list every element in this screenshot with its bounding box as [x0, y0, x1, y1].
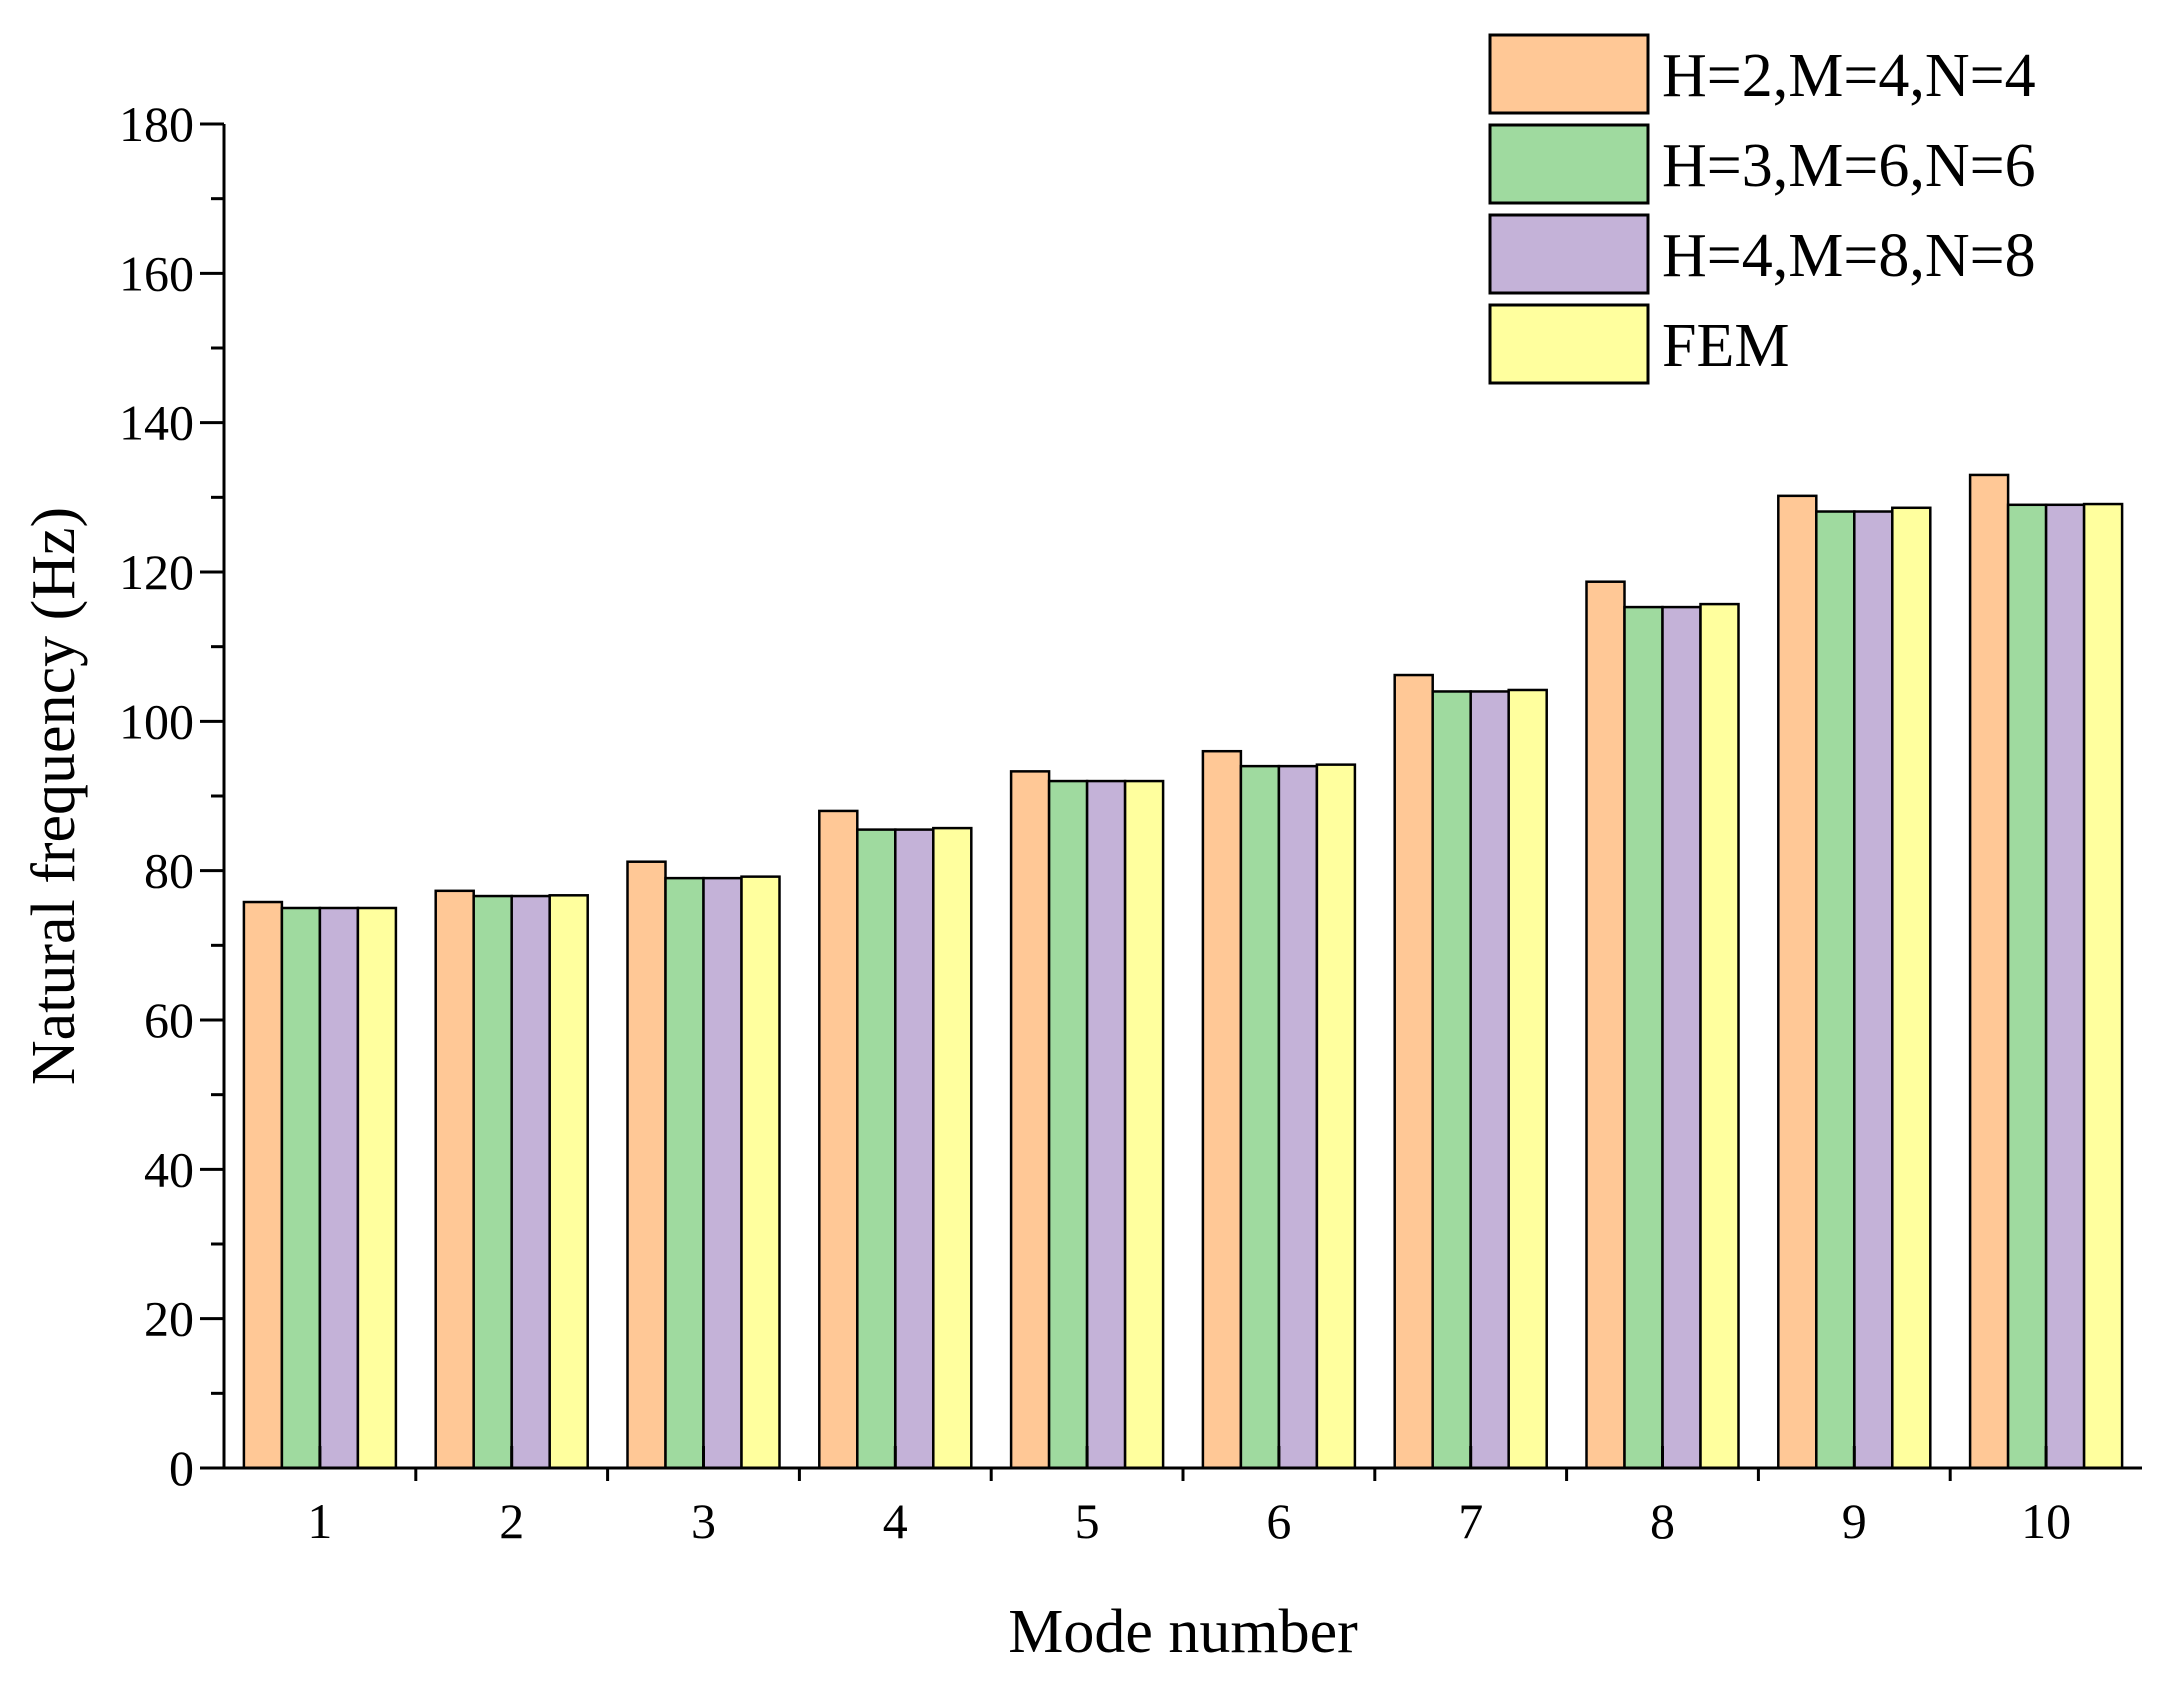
- bar-h-2-m-4-n-4-mode-5: [1009, 770, 1051, 1470]
- y-tick-label: 180: [119, 96, 194, 152]
- x-tick-label: 8: [1650, 1493, 1675, 1549]
- labels-layer: 0 20 40 60 80 100 120 140 160 180 1 2 3 4 5 6 7 8 9 10 Mode …: [20, 96, 2071, 1666]
- bar-h-4-m-8-n-8-mode-10: [2044, 503, 2086, 1470]
- bar-fem-mode-2: [548, 894, 589, 1470]
- bar-h-2-m-4-n-4-mode-8: [1585, 580, 1626, 1470]
- bar-h-3-m-6-n-6-mode-3: [664, 876, 705, 1470]
- legend-label-fem: FEM: [1662, 312, 1789, 380]
- bar-fem-mode-9: [1891, 506, 1932, 1470]
- x-axis-title: Mode number: [1008, 1598, 1358, 1666]
- bar-h-4-m-8-n-8-mode-9: [1853, 510, 1894, 1470]
- bar-h-2-m-4-n-4-mode-7: [1393, 673, 1434, 1470]
- bar-h-4-m-8-n-8-mode-4: [894, 828, 935, 1470]
- legend: H=2,M=4,N=4 H=3,M=6,N=6 H=4,M=8,N=8 FEM: [1488, 33, 2036, 385]
- bar-h-4-m-8-n-8-mode-2: [510, 894, 551, 1470]
- bar-h-4-m-8-n-8-mode-3: [702, 876, 743, 1470]
- y-tick-label: 140: [119, 395, 194, 451]
- legend-swatch-h-3-m-6-n-6: [1488, 123, 1650, 205]
- bar-h-2-m-4-n-4-mode-9: [1777, 494, 1818, 1470]
- x-tick-label: 5: [1075, 1493, 1100, 1549]
- y-tick-label: 160: [119, 245, 194, 301]
- bar-h-3-m-6-n-6-mode-9: [1815, 510, 1856, 1470]
- bar-h-2-m-4-n-4-mode-6: [1201, 749, 1243, 1470]
- bar-fem-mode-7: [1507, 688, 1548, 1470]
- y-tick-label: 20: [144, 1291, 194, 1347]
- bar-fem-mode-8: [1699, 602, 1740, 1470]
- bar-fem-mode-6: [1315, 763, 1357, 1470]
- bar-h-3-m-6-n-6-mode-8: [1623, 605, 1664, 1470]
- x-tick-label: 10: [2021, 1493, 2071, 1549]
- axes-layer: [200, 122, 2142, 1481]
- legend-swatch-h-2-m-4-n-4: [1488, 33, 1650, 115]
- bar-fem-mode-4: [932, 826, 973, 1470]
- bar-h-4-m-8-n-8-mode-5: [1085, 779, 1127, 1470]
- legend-label-h-2-m-4-n-4: H=2,M=4,N=4: [1662, 42, 2036, 110]
- legend-label-h-4-m-8-n-8: H=4,M=8,N=8: [1662, 222, 2036, 290]
- legend-swatch-h-4-m-8-n-8: [1488, 213, 1650, 295]
- bar-h-3-m-6-n-6-mode-4: [856, 828, 897, 1470]
- bar-h-2-m-4-n-4-mode-10: [1968, 473, 2010, 1470]
- bar-h-3-m-6-n-6-mode-7: [1431, 690, 1472, 1470]
- bar-h-3-m-6-n-6-mode-6: [1239, 764, 1281, 1470]
- bar-h-3-m-6-n-6-mode-2: [472, 894, 513, 1470]
- bar-h-4-m-8-n-8-mode-6: [1277, 764, 1319, 1470]
- x-tick-label: 3: [691, 1493, 716, 1549]
- bar-h-2-m-4-n-4-mode-3: [626, 860, 667, 1470]
- bar-fem-mode-5: [1123, 779, 1165, 1470]
- bar-fem-mode-10: [2082, 502, 2124, 1470]
- bar-fem-mode-1: [356, 906, 398, 1470]
- bar-fem-mode-3: [740, 875, 781, 1470]
- bar-h-2-m-4-n-4-mode-1: [242, 900, 284, 1470]
- x-tick-label: 9: [1842, 1493, 1867, 1549]
- legend-label-h-3-m-6-n-6: H=3,M=6,N=6: [1662, 132, 2036, 200]
- y-tick-label: 60: [144, 992, 194, 1048]
- y-axis-title: Natural frequency (Hz): [20, 507, 88, 1085]
- bar-h-3-m-6-n-6-mode-1: [280, 906, 322, 1470]
- y-tick-label: 0: [169, 1440, 194, 1496]
- x-tick-label: 1: [307, 1493, 332, 1549]
- x-tick-label: 2: [499, 1493, 524, 1549]
- bar-h-4-m-8-n-8-mode-8: [1661, 605, 1702, 1470]
- bars-layer: [242, 473, 2124, 1470]
- y-tick-label: 100: [119, 693, 194, 749]
- legend-swatch-fem: [1488, 303, 1650, 385]
- bar-h-4-m-8-n-8-mode-1: [318, 906, 360, 1470]
- bar-h-4-m-8-n-8-mode-7: [1469, 690, 1510, 1470]
- y-tick-label: 80: [144, 843, 194, 899]
- bar-h-2-m-4-n-4-mode-4: [818, 809, 859, 1470]
- y-tick-label: 40: [144, 1141, 194, 1197]
- y-tick-label: 120: [119, 544, 194, 600]
- bar-h-3-m-6-n-6-mode-5: [1047, 779, 1089, 1470]
- x-tick-label: 6: [1266, 1493, 1291, 1549]
- bar-h-2-m-4-n-4-mode-2: [434, 889, 475, 1470]
- x-tick-label: 7: [1458, 1493, 1483, 1549]
- bar-h-3-m-6-n-6-mode-10: [2006, 503, 2048, 1470]
- x-tick-label: 4: [883, 1493, 908, 1549]
